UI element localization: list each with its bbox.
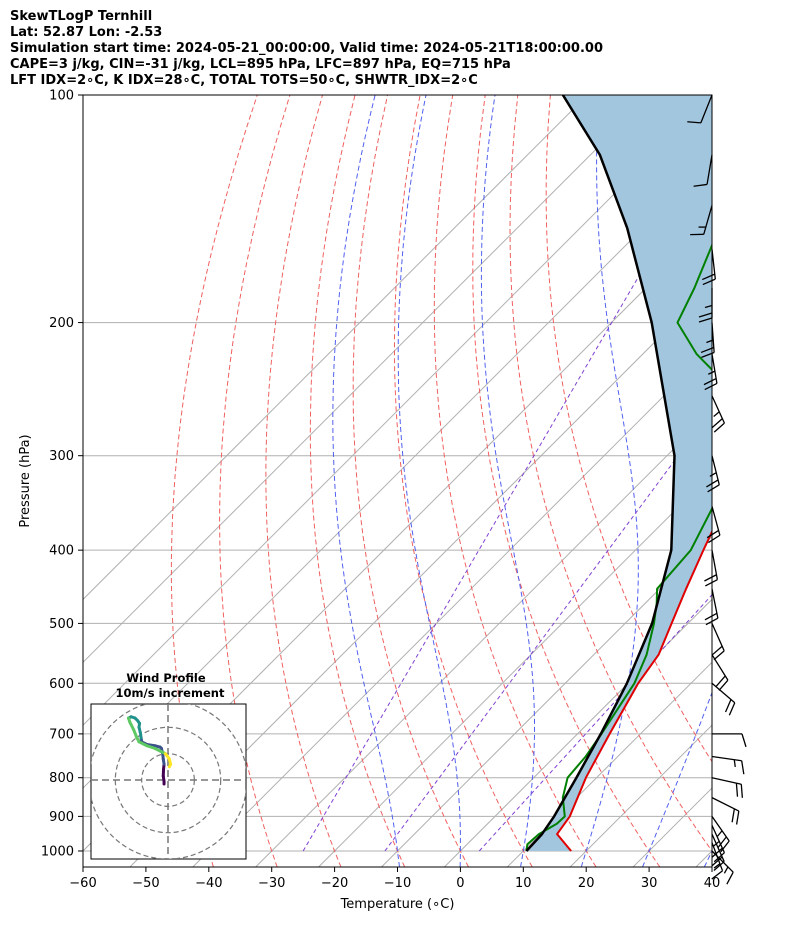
x-tick-label: −20 <box>321 876 348 891</box>
dry-adiabat <box>219 95 291 867</box>
chart-header: SkewTLogP Ternhill Lat: 52.87 Lon: -2.53… <box>10 9 603 89</box>
y-tick-label: 500 <box>49 617 74 632</box>
y-tick-label: 800 <box>49 771 74 786</box>
x-tick-label: −60 <box>69 876 96 891</box>
parcel-path-line <box>525 95 676 852</box>
dry-adiabat <box>309 95 406 867</box>
wind-barb <box>711 755 745 775</box>
x-tick-label: −10 <box>384 876 411 891</box>
dry-adiabat <box>265 95 342 867</box>
wind-barb <box>711 825 726 863</box>
wind-barb <box>702 249 716 286</box>
wind-barb <box>711 842 724 880</box>
wind-barb <box>690 205 713 236</box>
x-axis-label: Temperature (∘C) <box>340 897 455 912</box>
y-tick-label: 700 <box>49 727 74 742</box>
x-tick-label: 20 <box>578 876 595 891</box>
wind-barb <box>706 506 721 544</box>
moist-adiabat <box>642 691 712 867</box>
x-tick-label: 10 <box>515 876 532 891</box>
wind-barb <box>712 733 747 748</box>
dry-adiabat <box>352 95 469 867</box>
isotherm-line <box>506 661 712 867</box>
hodograph-subtitle: 10m/s increment <box>116 686 225 700</box>
y-tick-label: 100 <box>49 89 74 104</box>
y-tick-label: 400 <box>49 544 74 559</box>
isotherm-line <box>83 95 588 601</box>
dry-adiabat <box>509 95 712 852</box>
axes-layer: −60 −50 −40 −30 −20 −10 0 10 20 30 40 1000 900 800 700… <box>18 89 720 913</box>
isotherm-line <box>129 284 712 867</box>
wind-barb <box>711 777 744 798</box>
x-tick-label: 40 <box>704 876 721 891</box>
temperature-line <box>556 529 712 852</box>
wind-barb <box>711 395 726 433</box>
dewpoint-line <box>525 242 712 852</box>
isotherm-line <box>381 535 712 867</box>
wind-barb <box>711 623 725 661</box>
moist-adiabat <box>480 95 535 867</box>
hodograph-trace-segment <box>167 762 173 769</box>
moist-adiabat <box>580 95 639 867</box>
wind-barb <box>704 550 719 587</box>
hodograph-ring <box>114 726 222 834</box>
index-label: LFT IDX=2∘C, K IDX=28∘C, TOTAL TOTS=50∘C… <box>10 73 478 88</box>
isotherm-line <box>255 409 712 867</box>
cape-cin-shading <box>526 95 712 851</box>
wind-barb <box>711 682 736 716</box>
wind-barb <box>700 322 715 359</box>
dry-adiabat <box>170 95 258 867</box>
wind-barb <box>704 588 719 626</box>
y-tick-label: 1000 <box>41 844 74 859</box>
wind-barb <box>698 287 713 323</box>
mixing-ratio-line <box>384 409 712 852</box>
x-tick-label: 0 <box>456 876 464 891</box>
hodograph-title: Wind Profile <box>126 671 206 685</box>
chart-title: SkewTLogP Ternhill <box>10 9 153 24</box>
wind-barb <box>711 833 725 871</box>
mixing-ratio-line <box>478 594 712 852</box>
isotherm-line <box>569 724 712 867</box>
isotherm-line <box>83 95 712 726</box>
wind-barb <box>687 94 713 124</box>
x-tick-label: −30 <box>258 876 285 891</box>
wind-barb <box>711 816 730 853</box>
dry-adiabat <box>472 95 661 867</box>
grid-layer <box>83 95 712 867</box>
time-label: Simulation start time: 2024-05-21_00:00:… <box>10 41 603 56</box>
moist-adiabat <box>332 95 400 867</box>
y-tick-label: 200 <box>49 316 74 331</box>
wind-barb <box>703 353 718 391</box>
y-tick-label: 900 <box>49 810 74 825</box>
wind-barb <box>693 154 713 187</box>
dry-adiabat <box>394 95 533 867</box>
data-layer <box>525 95 712 852</box>
y-tick-label: 300 <box>49 449 74 464</box>
dry-adiabat <box>433 95 597 867</box>
wind-barb <box>711 797 740 825</box>
isotherm-line <box>444 598 712 867</box>
wind-barb <box>706 455 720 493</box>
isotherm-line <box>192 347 712 867</box>
moist-adiabat <box>397 95 461 867</box>
dry-adiabat <box>545 95 712 763</box>
wind-barbs <box>687 94 747 885</box>
x-tick-label: −40 <box>195 876 222 891</box>
cape-label: CAPE=3 j/kg, CIN=-31 j/kg, LCL=895 hPa, … <box>10 57 511 72</box>
x-tick-label: 30 <box>641 876 658 891</box>
y-tick-label: 600 <box>49 677 74 692</box>
y-axis-label: Pressure (hPa) <box>18 434 33 527</box>
isotherm-line <box>83 95 651 663</box>
x-tick-label: −50 <box>132 876 159 891</box>
location-label: Lat: 52.87 Lon: -2.53 <box>10 25 163 40</box>
